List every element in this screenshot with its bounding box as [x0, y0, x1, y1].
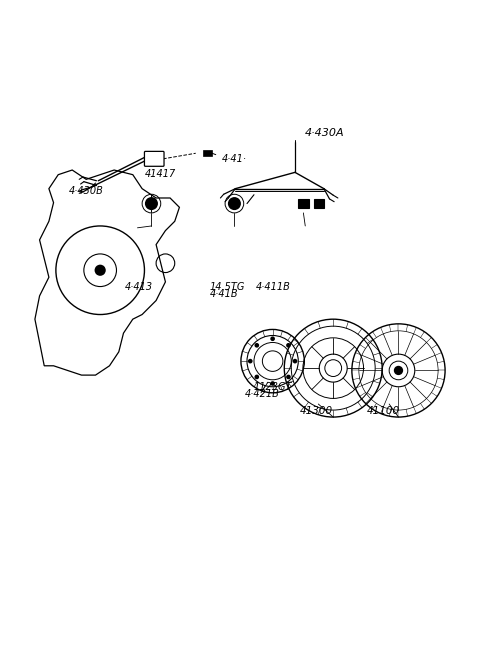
Text: 4·430A: 4·430A	[305, 128, 345, 139]
Circle shape	[254, 343, 259, 348]
Polygon shape	[203, 150, 212, 156]
Circle shape	[270, 336, 275, 341]
Circle shape	[248, 359, 252, 363]
Circle shape	[293, 359, 297, 363]
Text: 4·430B: 4·430B	[69, 187, 104, 196]
Text: 41300: 41300	[300, 406, 333, 417]
Circle shape	[394, 366, 403, 375]
Text: 4·411B: 4·411B	[255, 282, 290, 292]
Text: 1123GT: 1123GT	[253, 382, 291, 392]
FancyBboxPatch shape	[144, 151, 164, 166]
Circle shape	[286, 374, 291, 379]
Circle shape	[254, 374, 259, 379]
Text: 4·41·: 4·41·	[221, 154, 246, 164]
FancyBboxPatch shape	[313, 199, 324, 208]
Text: 4·41B: 4·41B	[210, 289, 239, 300]
Circle shape	[95, 265, 106, 276]
Circle shape	[270, 381, 275, 386]
Circle shape	[228, 197, 241, 210]
Circle shape	[286, 343, 291, 348]
FancyBboxPatch shape	[298, 199, 309, 208]
Text: 41417: 41417	[144, 169, 176, 179]
Text: 4·421B: 4·421B	[245, 389, 279, 399]
Text: 14.5TG: 14.5TG	[210, 282, 245, 292]
Text: 41100: 41100	[367, 406, 400, 417]
Circle shape	[145, 197, 158, 210]
Text: 4·413: 4·413	[125, 282, 153, 292]
